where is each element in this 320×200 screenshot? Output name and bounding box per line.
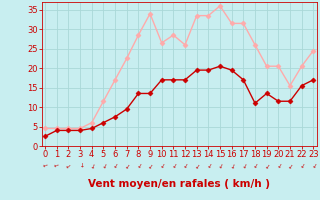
Text: ↑: ↑ (53, 160, 60, 167)
Text: ↑: ↑ (77, 160, 83, 165)
Text: ↑: ↑ (252, 160, 259, 167)
Text: ↑: ↑ (310, 160, 317, 167)
Text: ↑: ↑ (263, 160, 270, 167)
Text: ↑: ↑ (170, 160, 177, 167)
Text: ↑: ↑ (65, 160, 72, 167)
X-axis label: Vent moyen/en rafales ( km/h ): Vent moyen/en rafales ( km/h ) (88, 179, 270, 189)
Text: ↑: ↑ (217, 160, 223, 167)
Text: ↑: ↑ (147, 160, 154, 167)
Text: ↑: ↑ (275, 160, 282, 167)
Text: ↑: ↑ (240, 160, 247, 167)
Text: ↑: ↑ (181, 160, 188, 167)
Text: ↑: ↑ (88, 160, 95, 166)
Text: ↑: ↑ (193, 160, 200, 167)
Text: ↑: ↑ (158, 160, 165, 167)
Text: ↑: ↑ (100, 160, 107, 167)
Text: ↑: ↑ (298, 160, 305, 167)
Text: ↑: ↑ (135, 160, 142, 167)
Text: ↑: ↑ (112, 160, 119, 167)
Text: ↑: ↑ (42, 160, 48, 167)
Text: ↑: ↑ (123, 160, 130, 167)
Text: ↑: ↑ (205, 160, 212, 167)
Text: ↑: ↑ (228, 160, 235, 166)
Text: ↑: ↑ (286, 160, 293, 167)
